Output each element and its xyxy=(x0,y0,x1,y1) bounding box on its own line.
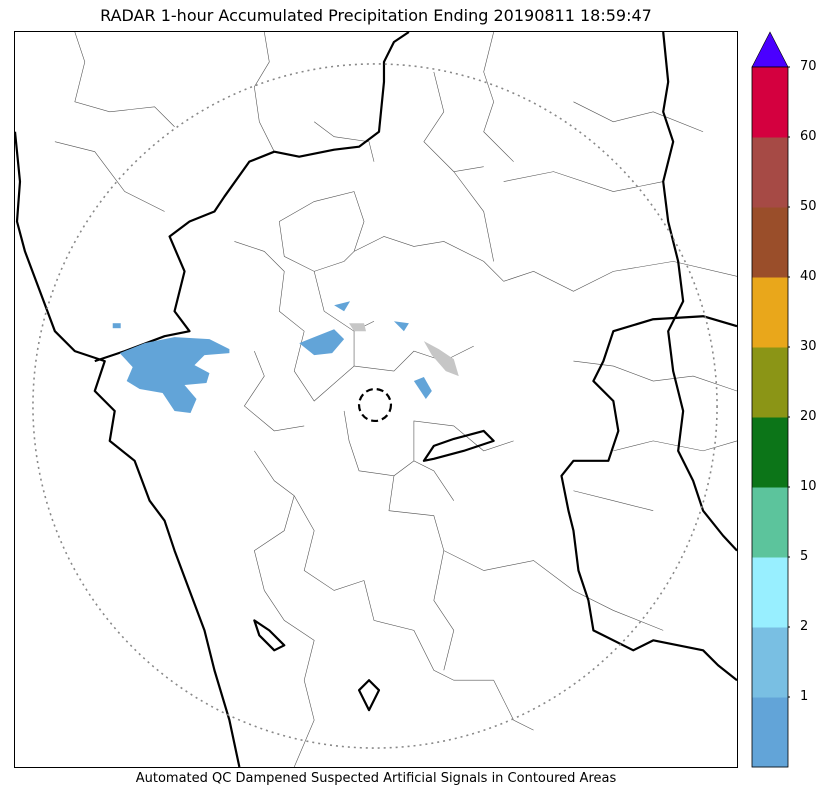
radar-map[interactable] xyxy=(14,31,738,768)
colorbar-tick-label: 2 xyxy=(800,619,809,634)
colorbar-tick-label: 10 xyxy=(800,479,817,494)
colorbar-tick-label: 30 xyxy=(800,339,817,354)
colorbar-tick-label: 1 xyxy=(800,689,809,704)
precipitation-colorbar xyxy=(751,31,790,768)
colorbar-tick-label: 50 xyxy=(800,199,817,214)
colorbar-extend-arrow xyxy=(751,31,789,68)
radar-site-marker xyxy=(357,387,393,423)
state-boundaries xyxy=(15,32,737,767)
colorbar-tick-label: 60 xyxy=(800,129,817,144)
colorbar-segment xyxy=(752,487,788,558)
range-ring xyxy=(32,63,718,749)
map-title: RADAR 1-hour Accumulated Precipitation E… xyxy=(100,6,652,25)
colorbar-segment xyxy=(752,137,788,208)
footer-note: Automated QC Dampened Suspected Artifici… xyxy=(135,771,617,786)
precipitation-echoes xyxy=(112,301,432,413)
colorbar-segment xyxy=(752,347,788,418)
colorbar-segment xyxy=(752,697,788,768)
colorbar-tick-labels: 1 2 5 10 20 30 40 50 60 70 xyxy=(800,0,824,797)
colorbar-tick-label: 5 xyxy=(800,549,809,564)
colorbar-segment xyxy=(752,67,788,138)
colorbar-segment xyxy=(752,627,788,698)
colorbar-segment xyxy=(752,417,788,488)
colorbar-segment xyxy=(752,277,788,348)
colorbar-tick-label: 40 xyxy=(800,269,817,284)
colorbar-segment xyxy=(752,207,788,278)
suppressed-artificial-echoes xyxy=(349,323,459,377)
colorbar-tick-label: 20 xyxy=(800,409,817,424)
district-boundaries xyxy=(54,32,737,767)
colorbar-segment xyxy=(752,557,788,628)
colorbar-tick-label: 70 xyxy=(800,59,817,74)
